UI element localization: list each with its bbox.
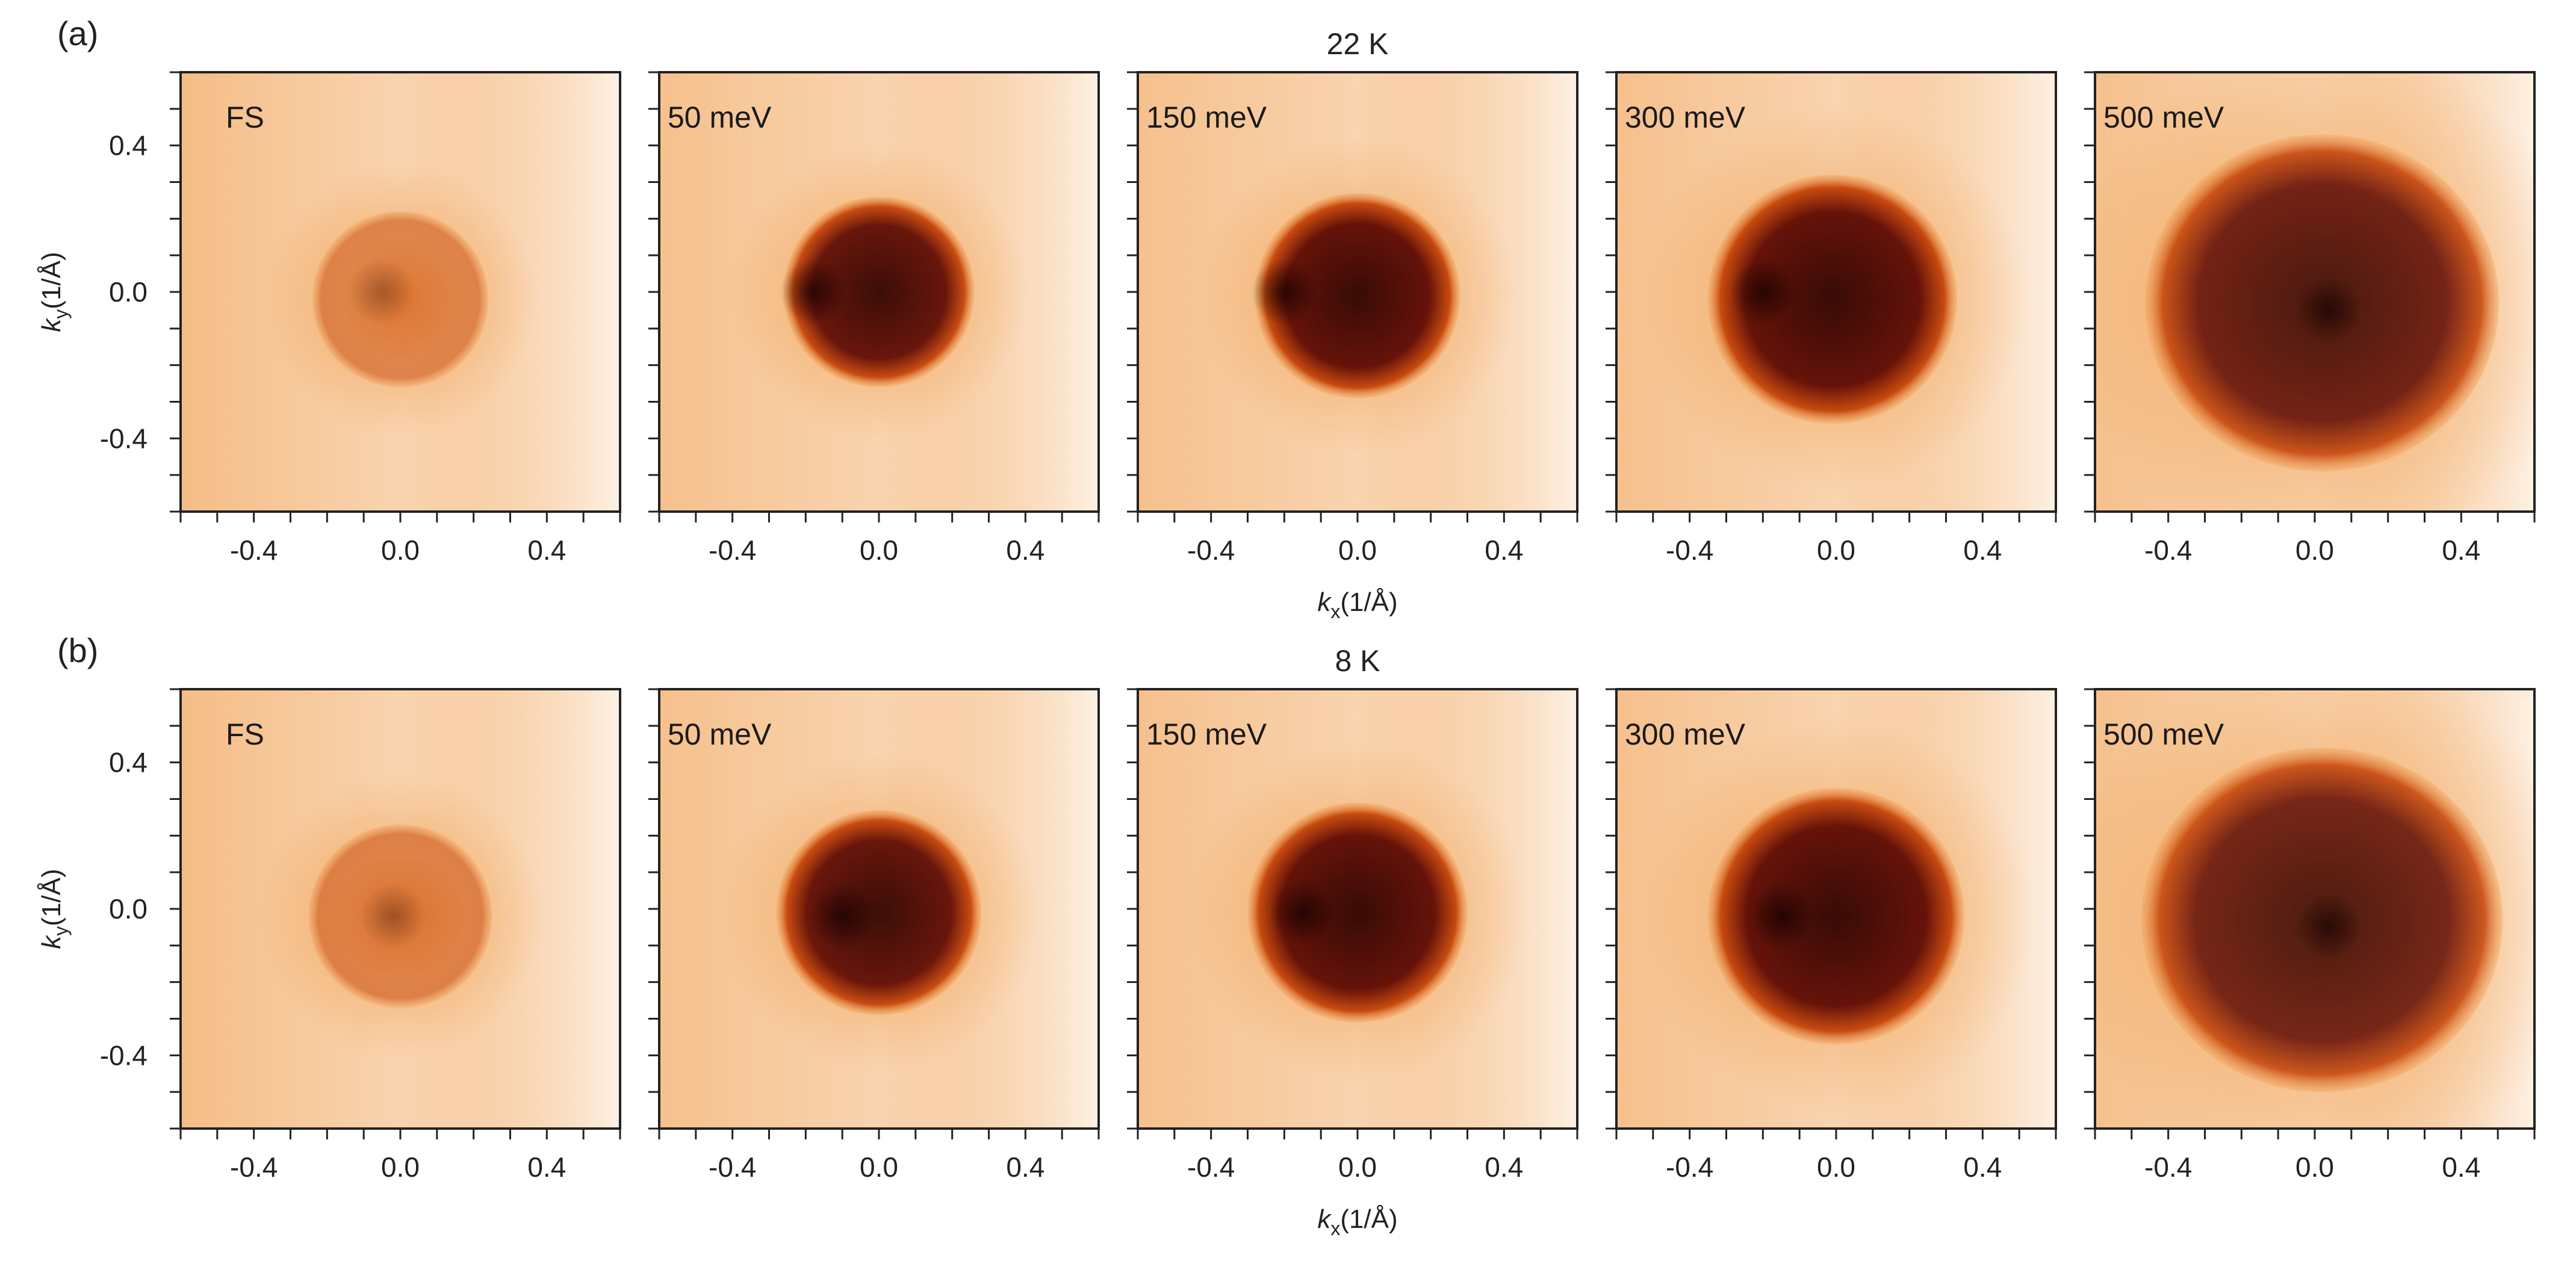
row-title: 22 K — [1327, 27, 1389, 61]
x-tick-label: 0.4 — [1006, 1151, 1044, 1183]
x-tick-label: -0.4 — [230, 1151, 278, 1183]
energy-label: 150 meV — [1146, 717, 1267, 751]
heatmap-panel: -0.4 0.0 0.4 -0.4 0.0 0.4 FS — [100, 71, 621, 566]
heatmap-panel: -0.4 0.0 0.4 150 meV — [1127, 71, 1578, 566]
fermi-pocket — [1247, 802, 1468, 1023]
x-tick-label: 0.0 — [860, 534, 898, 566]
intensity-hot-spot — [780, 259, 846, 325]
intensity-hot-spot — [349, 259, 415, 325]
x-tick-label: 0.4 — [527, 534, 566, 566]
x-tick-label: 0.0 — [1817, 1151, 1855, 1183]
fermi-pocket — [1708, 175, 1957, 424]
x-tick-label: 0.0 — [1817, 534, 1855, 566]
y-axis-label: ky(1/Å) — [37, 869, 72, 949]
intensity-hot-spot — [2296, 894, 2363, 961]
x-tick-label: 0.4 — [527, 1151, 566, 1183]
intensity-hot-spot — [1270, 879, 1336, 946]
figure-rows: (a) 22 K -0.4 0.0 0.4 -0.4 0.0 0.4 FS -0.4 0.0 0.4 5… — [37, 14, 2536, 1239]
x-tick-label: 0.0 — [2295, 534, 2334, 566]
heatmap-panel: -0.4 0.0 0.4 300 meV — [1606, 688, 2057, 1183]
y-tick-label: 0.0 — [109, 893, 147, 925]
x-tick-label: -0.4 — [2144, 1151, 2192, 1183]
x-tick-label: -0.4 — [1187, 534, 1235, 566]
energy-label: 300 meV — [1625, 101, 1746, 134]
heatmap-panel: -0.4 0.0 0.4 50 meV — [648, 71, 1100, 566]
x-tick-label: 0.4 — [1963, 1151, 2002, 1183]
energy-label: 300 meV — [1625, 717, 1746, 751]
y-axis-label: ky(1/Å) — [37, 252, 72, 332]
y-tick-label: 0.0 — [109, 276, 147, 308]
intensity-hot-spot — [809, 883, 875, 949]
intensity-hot-spot — [1748, 883, 1814, 949]
x-tick-label: -0.4 — [709, 534, 756, 566]
x-tick-label: -0.4 — [1187, 1151, 1235, 1183]
x-tick-label: 0.0 — [381, 1151, 420, 1183]
x-tick-label: -0.4 — [1666, 534, 1713, 566]
energy-label: FS — [226, 101, 264, 134]
energy-label: 50 meV — [668, 101, 772, 134]
chart-row-1: (a) 22 K -0.4 0.0 0.4 -0.4 0.0 0.4 FS -0.4 0.0 0.4 5… — [37, 14, 2536, 622]
x-tick-label: 0.0 — [1338, 534, 1377, 566]
x-tick-label: 0.0 — [2295, 1151, 2334, 1183]
x-axis-label: kx(1/Å) — [1317, 1204, 1397, 1239]
energy-label: 150 meV — [1146, 101, 1267, 134]
y-tick-label: -0.4 — [100, 423, 147, 454]
x-tick-label: -0.4 — [2144, 534, 2192, 566]
x-tick-label: 0.4 — [2442, 534, 2480, 566]
intensity-hot-spot — [1251, 259, 1318, 325]
heatmap-panel: -0.4 0.0 0.4 50 meV — [648, 688, 1100, 1183]
intensity-hot-spot — [1730, 259, 1796, 325]
energy-label: 50 meV — [668, 717, 772, 751]
x-tick-label: -0.4 — [1666, 1151, 1713, 1183]
x-tick-label: 0.0 — [381, 534, 420, 566]
energy-label: 500 meV — [2103, 717, 2224, 751]
y-tick-label: -0.4 — [100, 1039, 147, 1071]
chart-row-2: (b) 8 K -0.4 0.0 0.4 -0.4 0.0 0.4 FS -0.4 0.0 0.4 50… — [37, 631, 2536, 1239]
panel-label: (a) — [57, 14, 98, 52]
heatmap-panel: -0.4 0.0 0.4 500 meV — [2084, 688, 2536, 1183]
x-axis-label: kx(1/Å) — [1317, 587, 1397, 622]
energy-label: 500 meV — [2103, 101, 2224, 134]
heatmap-panel: -0.4 0.0 0.4 150 meV — [1127, 688, 1578, 1183]
x-tick-label: -0.4 — [709, 1151, 756, 1183]
x-tick-label: 0.4 — [1963, 534, 2002, 566]
intensity-hot-spot — [360, 883, 426, 949]
x-tick-label: 0.0 — [1338, 1151, 1377, 1183]
x-tick-label: 0.4 — [1485, 534, 1523, 566]
heatmap-panel: -0.4 0.0 0.4 -0.4 0.0 0.4 FS — [100, 688, 621, 1183]
y-tick-label: 0.4 — [109, 130, 147, 161]
fermi-pocket — [1255, 193, 1460, 398]
x-tick-label: -0.4 — [230, 534, 278, 566]
energy-label: FS — [226, 717, 264, 751]
x-tick-label: 0.0 — [860, 1151, 898, 1183]
heatmap-panel: -0.4 0.0 0.4 500 meV — [2084, 71, 2536, 566]
panel-label: (b) — [57, 631, 98, 669]
row-title: 8 K — [1335, 644, 1380, 678]
x-tick-label: 0.4 — [2442, 1151, 2480, 1183]
y-tick-label: 0.4 — [109, 747, 147, 778]
fermi-pocket — [783, 196, 975, 388]
intensity-hot-spot — [2296, 277, 2363, 344]
x-tick-label: 0.4 — [1485, 1151, 1523, 1183]
fermi-pocket — [776, 810, 982, 1015]
fermi-pocket — [1708, 788, 1964, 1045]
heatmap-panel: -0.4 0.0 0.4 300 meV — [1606, 71, 2057, 566]
x-tick-label: 0.4 — [1006, 534, 1044, 566]
